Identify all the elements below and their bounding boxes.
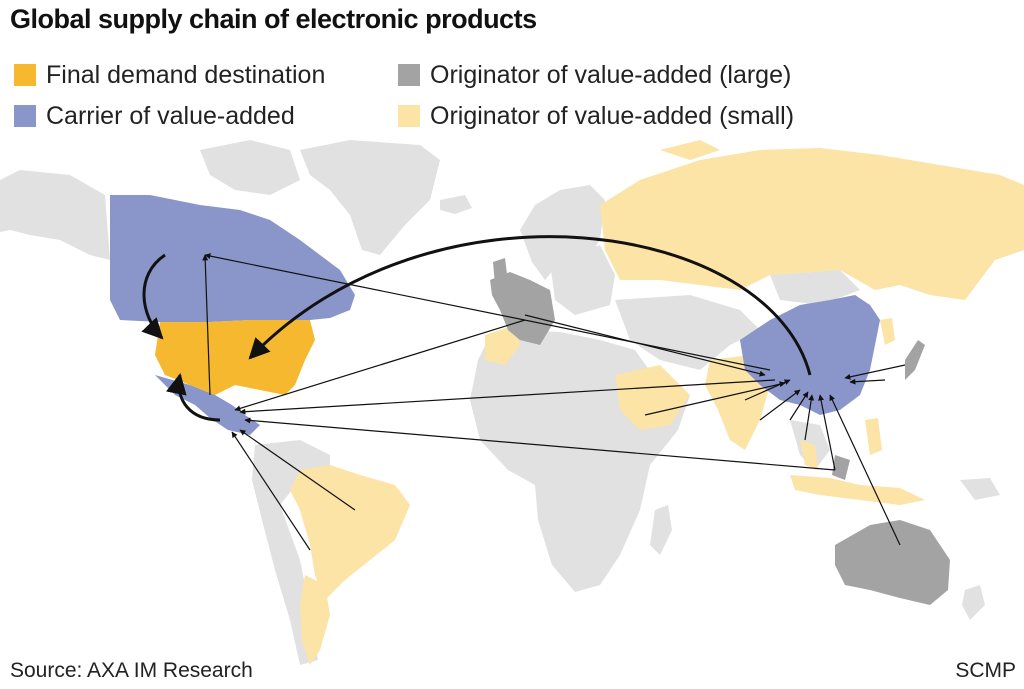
eastern-europe-region bbox=[550, 245, 615, 315]
flow-brazil-mexico bbox=[239, 429, 356, 511]
pacific-islands-region bbox=[960, 478, 1000, 500]
canada-region bbox=[110, 195, 355, 322]
arabia-region bbox=[615, 365, 690, 430]
thick-flows bbox=[141, 235, 812, 422]
flow-canada-usa bbox=[141, 253, 166, 340]
flow-europe-china bbox=[524, 314, 766, 377]
brazil-region bbox=[290, 465, 410, 600]
legend-label-large: Originator of value-added (large) bbox=[430, 60, 792, 89]
flow-australia-china bbox=[829, 394, 901, 546]
flow-mexico-usa bbox=[166, 372, 221, 422]
flow-china-canada bbox=[204, 253, 771, 371]
japan-region bbox=[905, 340, 925, 380]
land-final-demand bbox=[155, 320, 315, 395]
arctic-islands-region bbox=[200, 140, 300, 195]
australia-region bbox=[835, 520, 950, 605]
flow-chile-mexico bbox=[231, 431, 311, 551]
legend-label-small: Originator of value-added (small) bbox=[430, 101, 795, 130]
brand-credit: SCMP bbox=[955, 659, 1016, 682]
flow-vietnam-china bbox=[804, 394, 815, 441]
legend-swatch-carrier bbox=[14, 105, 36, 127]
legend-swatch-final bbox=[14, 64, 36, 86]
flow-mexico-canada bbox=[202, 254, 211, 396]
land-large-originators bbox=[490, 258, 950, 605]
malaysia-region bbox=[800, 440, 818, 470]
flow-europe-mexico bbox=[234, 319, 526, 412]
legend-swatch-large bbox=[398, 64, 420, 86]
russia-region bbox=[600, 148, 1024, 300]
flow-india2-china bbox=[759, 389, 801, 421]
flow-seasia-china bbox=[818, 394, 836, 471]
flow-thailand-china bbox=[789, 391, 809, 421]
legend-item-final-demand: Final demand destination bbox=[14, 60, 325, 90]
legend-label-final: Final demand destination bbox=[46, 60, 326, 89]
usa-region bbox=[155, 320, 315, 395]
philippines-region bbox=[865, 418, 882, 455]
uk-region bbox=[493, 258, 508, 285]
indochina-large-region bbox=[832, 455, 850, 480]
alaska-region bbox=[0, 170, 110, 260]
arctic-russia-islands bbox=[660, 140, 720, 160]
korea-region bbox=[880, 318, 895, 345]
legend-item-large-originator: Originator of value-added (large) bbox=[398, 60, 791, 90]
new-zealand-region bbox=[962, 585, 985, 620]
legend-label-carrier: Carrier of value-added bbox=[46, 101, 295, 130]
mongolia-region bbox=[770, 270, 860, 305]
flow-arabia-china bbox=[644, 381, 786, 416]
flow-seasia-mexico bbox=[244, 417, 836, 471]
south-america-gray-region bbox=[252, 440, 330, 665]
map-title: Global supply chain of electronic produc… bbox=[10, 4, 537, 34]
madagascar-region bbox=[650, 505, 672, 555]
indonesia-region bbox=[790, 475, 925, 505]
iceland-region bbox=[440, 195, 472, 214]
flow-china-usa-arc bbox=[248, 235, 812, 376]
thin-flows bbox=[202, 253, 906, 551]
legend-item-small-originator: Originator of value-added (small) bbox=[398, 101, 794, 131]
legend-item-carrier: Carrier of value-added bbox=[14, 101, 295, 131]
southern-cone-region bbox=[300, 575, 330, 665]
western-europe-region bbox=[490, 272, 555, 345]
flow-japan-china bbox=[844, 364, 906, 380]
greenland-region bbox=[300, 140, 440, 255]
iberia-region bbox=[485, 325, 520, 365]
flow-china-mexico bbox=[239, 379, 776, 415]
legend-swatch-small bbox=[398, 105, 420, 127]
land-carriers bbox=[110, 195, 880, 435]
source-credit: Source: AXA IM Research bbox=[10, 659, 253, 682]
flow-korea-china bbox=[849, 378, 886, 385]
central-asia-region bbox=[615, 295, 760, 370]
